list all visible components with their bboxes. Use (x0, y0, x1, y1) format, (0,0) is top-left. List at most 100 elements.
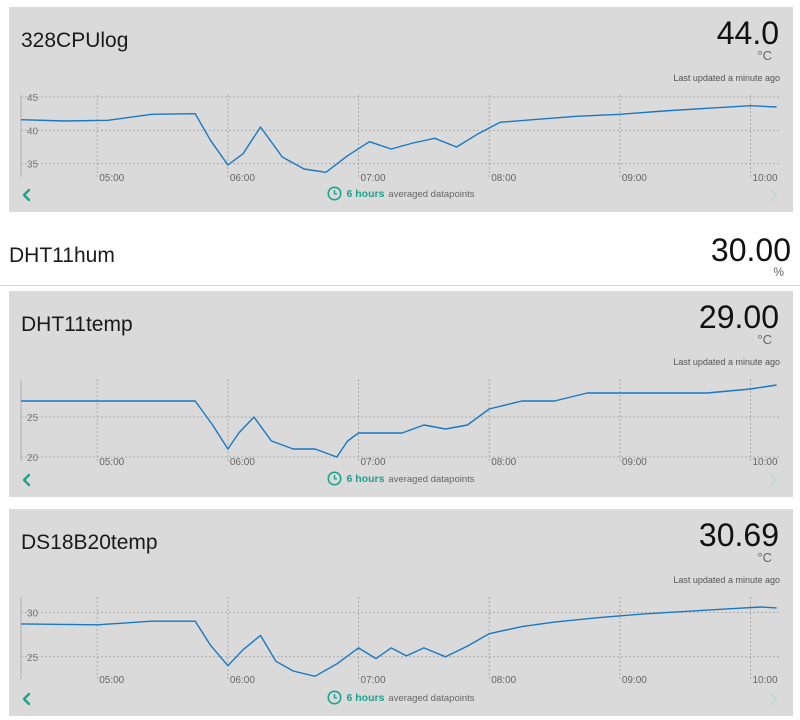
series-line (21, 384, 777, 458)
time-range[interactable]: 6 hours averaged datapoints (9, 186, 793, 201)
data-point (194, 620, 196, 622)
data-point (776, 607, 778, 609)
unit-label: % (773, 265, 784, 279)
x-tick-label: 10:00 (753, 173, 778, 184)
data-point (20, 119, 22, 121)
data-point (379, 432, 381, 434)
unit-label: °C (757, 550, 772, 565)
sensor-row-dht11hum: DHT11hum 30.00 % (0, 232, 800, 286)
data-point (194, 400, 196, 402)
data-point (292, 448, 294, 450)
data-point (521, 626, 523, 628)
data-point (488, 408, 490, 410)
last-updated-ago: a minute ago (727, 575, 780, 585)
chart-footer: 6 hours averaged datapoints (9, 182, 793, 212)
data-point (107, 119, 109, 121)
data-point (412, 142, 414, 144)
data-point (499, 121, 501, 123)
last-updated: Last updated a minute ago (673, 73, 780, 83)
y-tick-label: 25 (27, 653, 39, 664)
sensor-card-328cpulog: 328CPUlog 44.0 °C Last updated a minute … (9, 7, 793, 212)
x-tick-label: 05:00 (99, 457, 124, 468)
data-point (390, 647, 392, 649)
data-point (466, 645, 468, 647)
data-point (162, 400, 164, 402)
chevron-right-icon[interactable] (766, 473, 780, 487)
x-tick-label: 06:00 (230, 173, 255, 184)
sensor-card-dht11temp: DHT11temp 29.00 °C Last updated a minute… (9, 291, 793, 497)
data-point (209, 644, 211, 646)
data-point (554, 400, 556, 402)
current-value: 44.0 (716, 15, 779, 51)
range-hours: 6 hours (346, 188, 385, 200)
data-point (227, 164, 229, 166)
chevron-left-icon[interactable] (20, 692, 34, 706)
data-point (706, 107, 708, 109)
data-point (336, 663, 338, 665)
unit-label: °C (757, 332, 772, 347)
last-updated-ago: a minute ago (727, 73, 780, 83)
chevron-right-icon[interactable] (766, 188, 780, 202)
time-range[interactable]: 6 hours averaged datapoints (9, 690, 793, 705)
data-point (96, 624, 98, 626)
data-point (292, 670, 294, 672)
x-tick-label: 09:00 (622, 457, 647, 468)
x-tick-label: 10:00 (753, 457, 778, 468)
data-point (325, 171, 327, 173)
x-tick-label: 07:00 (361, 457, 386, 468)
x-tick-label: 06:00 (230, 675, 255, 686)
chevron-left-icon[interactable] (20, 188, 34, 202)
series-line (20, 606, 777, 678)
time-range[interactable]: 6 hours averaged datapoints (9, 471, 793, 486)
data-point (96, 400, 98, 402)
sensor-card-ds18b20temp: DS18B20temp 30.69 °C Last updated a minu… (9, 509, 793, 716)
data-point (750, 105, 752, 107)
x-tick-label: 05:00 (99, 173, 124, 184)
y-tick-label: 45 (27, 93, 39, 104)
y-tick-label: 40 (27, 126, 39, 137)
card-title: 328CPUlog (21, 29, 129, 52)
data-point (641, 613, 643, 615)
data-point (151, 113, 153, 115)
line-chart[interactable]: 20 25 05:00 06:00 07:00 08:00 09:00 10:00 (9, 379, 793, 468)
data-point (488, 633, 490, 635)
data-point (238, 432, 240, 434)
data-point (477, 133, 479, 135)
data-point (347, 155, 349, 157)
data-point (253, 416, 255, 418)
data-point (260, 634, 262, 636)
last-updated: Last updated a minute ago (673, 357, 780, 367)
data-point (521, 400, 523, 402)
row-title: DHT11hum (9, 244, 115, 267)
data-point (368, 141, 370, 143)
data-point (401, 432, 403, 434)
data-point (554, 621, 556, 623)
last-updated-label: Last updated (673, 357, 726, 367)
data-point (20, 400, 22, 402)
range-hours: 6 hours (346, 692, 385, 704)
data-point (336, 456, 338, 458)
x-tick-label: 05:00 (99, 675, 124, 686)
current-value: 30.69 (698, 517, 779, 553)
last-updated-label: Last updated (673, 73, 726, 83)
line-chart[interactable]: 25 30 05:00 06:00 07:00 08:00 09:00 10:00 (9, 597, 793, 686)
unit-label: °C (757, 48, 772, 63)
data-point (684, 610, 686, 612)
data-point (314, 675, 316, 677)
line-chart[interactable]: 35 40 45 05:00 06:00 07:00 08:00 09:00 10:00 (9, 93, 793, 184)
range-note: averaged datapoints (388, 693, 475, 704)
data-point (423, 424, 425, 426)
data-point (750, 388, 752, 390)
data-point (227, 665, 229, 667)
clock-icon (327, 186, 342, 201)
card-title: DHT11temp (21, 313, 133, 336)
data-point (20, 623, 22, 625)
card-title: DS18B20temp (21, 531, 158, 554)
y-tick-label: 30 (27, 608, 39, 619)
chevron-right-icon[interactable] (766, 692, 780, 706)
last-updated-ago: a minute ago (727, 357, 780, 367)
x-tick-label: 10:00 (753, 675, 778, 686)
data-point (281, 156, 283, 158)
x-tick-label: 09:00 (622, 675, 647, 686)
chevron-left-icon[interactable] (20, 473, 34, 487)
